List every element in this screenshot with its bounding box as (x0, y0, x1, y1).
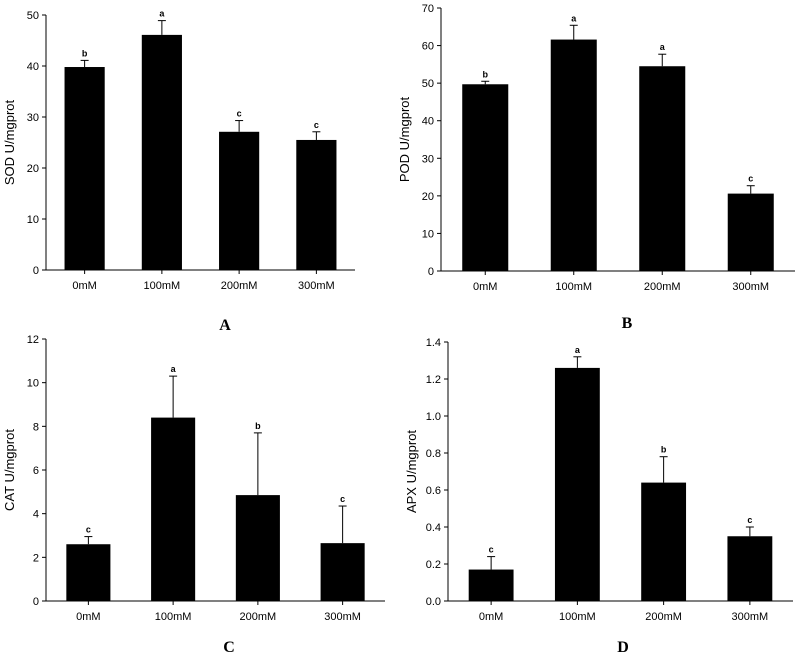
y-tick-label: 1.0 (426, 411, 441, 423)
bar-a-0mM (64, 67, 105, 271)
x-tick-label: 0mM (479, 611, 503, 623)
x-tick-label: 300mM (732, 611, 769, 623)
panel-label: D (617, 639, 629, 656)
x-tick-label: 0mM (473, 281, 497, 293)
chart-panel-a: 0 10 20 30 40 50 SOD U/mgprot b 0mM a 100mM c 200mM c… (2, 9, 355, 334)
significance-label: b (483, 69, 489, 79)
y-tick-label: 10 (27, 214, 39, 226)
bar-c-100mM (151, 417, 196, 601)
bar-a-100mM (141, 34, 182, 270)
bar-a-200mM (219, 131, 260, 270)
y-tick-label: 6 (33, 465, 39, 477)
x-tick-label: 200mM (645, 611, 682, 623)
y-tick-label: 30 (422, 153, 434, 165)
y-tick-label: 1.4 (426, 337, 441, 349)
y-axis-title: APX U/mgprot (404, 430, 419, 513)
bar-c-0mM (66, 544, 111, 601)
bar-c-200mM (235, 495, 280, 601)
y-tick-label: 10 (27, 378, 39, 390)
y-tick-label: 60 (422, 41, 434, 53)
x-tick-label: 100mM (155, 611, 192, 623)
significance-label: b (255, 421, 261, 431)
x-tick-label: 100mM (555, 281, 592, 293)
bar-d-200mM (641, 482, 687, 601)
significance-label: c (86, 525, 91, 535)
bar-b-200mM (639, 66, 686, 271)
y-tick-label: 0.0 (426, 596, 441, 608)
significance-label: a (171, 364, 177, 374)
significance-label: c (237, 109, 242, 119)
significance-label: a (660, 42, 666, 52)
panel-label: B (622, 315, 633, 332)
chart-panel-c: 0 2 4 6 8 10 12 CAT U/mgprot c 0mM a 100mM b 200mM c 30… (2, 334, 385, 656)
y-tick-label: 50 (27, 10, 39, 22)
bar-b-0mM (462, 84, 509, 272)
bar-d-300mM (727, 536, 773, 601)
bar-c-300mM (320, 543, 365, 601)
y-tick-label: 10 (422, 228, 434, 240)
x-tick-label: 300mM (298, 280, 335, 292)
significance-label: b (661, 445, 667, 455)
significance-label: a (159, 9, 165, 19)
x-tick-label: 0mM (76, 611, 100, 623)
x-tick-label: 200mM (221, 280, 258, 292)
y-axis-title: SOD U/mgprot (2, 99, 17, 185)
y-tick-label: 40 (422, 116, 434, 128)
y-tick-label: 40 (27, 61, 39, 73)
significance-label: c (314, 120, 319, 130)
significance-label: c (340, 494, 345, 504)
significance-label: a (575, 345, 581, 355)
bar-a-300mM (296, 139, 337, 270)
y-tick-label: 20 (27, 163, 39, 175)
y-tick-label: 4 (33, 509, 39, 521)
y-tick-label: 0 (33, 596, 39, 608)
bar-d-0mM (468, 569, 514, 601)
y-tick-label: 30 (27, 112, 39, 124)
panel-label: A (219, 317, 231, 334)
chart-panel-d: 0.0 0.2 0.4 0.6 0.8 1.0 1.2 1.4 APX U/mgprot c 0mM… (404, 337, 793, 656)
y-tick-label: 70 (422, 3, 434, 15)
x-tick-label: 0mM (72, 280, 96, 292)
y-tick-label: 0 (33, 265, 39, 277)
bar-b-100mM (550, 39, 597, 272)
y-axis-title: CAT U/mgprot (2, 429, 17, 511)
y-tick-label: 2 (33, 552, 39, 564)
bar-d-100mM (554, 367, 600, 601)
y-tick-label: 0.6 (426, 485, 441, 497)
panel-label: C (223, 639, 235, 656)
y-tick-label: 20 (422, 191, 434, 203)
y-tick-label: 8 (33, 421, 39, 433)
x-tick-label: 300mM (324, 611, 361, 623)
x-tick-label: 200mM (240, 611, 277, 623)
y-tick-label: 0.2 (426, 559, 441, 571)
y-tick-label: 0.8 (426, 448, 441, 460)
significance-label: c (748, 174, 753, 184)
y-axis-title: POD U/mgprot (397, 96, 412, 182)
x-tick-label: 100mM (559, 611, 596, 623)
y-tick-label: 12 (27, 334, 39, 346)
significance-label: c (747, 515, 752, 525)
chart-panel-b: 0 10 20 30 40 50 60 70 POD U/mgprot b 0mM a 100mM a 20… (397, 3, 795, 332)
significance-label: c (489, 545, 494, 555)
bar-b-300mM (727, 193, 774, 271)
y-tick-label: 0 (428, 266, 434, 278)
y-tick-label: 0.4 (426, 522, 441, 534)
significance-label: b (82, 48, 88, 58)
y-tick-label: 1.2 (426, 374, 441, 386)
y-tick-label: 50 (422, 78, 434, 90)
significance-label: a (571, 13, 577, 23)
x-tick-label: 200mM (644, 281, 681, 293)
x-tick-label: 300mM (732, 281, 769, 293)
x-tick-label: 100mM (144, 280, 181, 292)
